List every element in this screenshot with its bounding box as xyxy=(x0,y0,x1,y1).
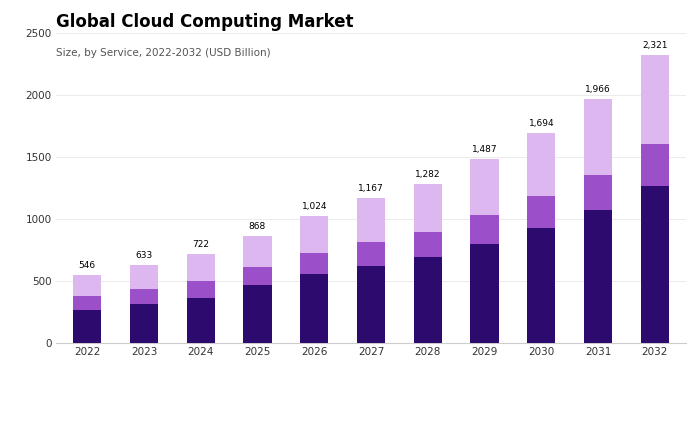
Bar xyxy=(186,281,215,298)
Text: $2321B: $2321B xyxy=(374,370,492,398)
Bar xyxy=(527,196,556,228)
Bar xyxy=(244,285,272,343)
Text: 2,321: 2,321 xyxy=(642,41,668,51)
Bar xyxy=(414,257,442,343)
Bar xyxy=(186,298,215,343)
Bar xyxy=(527,228,556,343)
Bar xyxy=(640,144,669,187)
Text: 1,487: 1,487 xyxy=(472,145,497,154)
Text: Global Cloud Computing Market: Global Cloud Computing Market xyxy=(56,13,354,31)
Text: Size, by Service, 2022-2032 (USD Billion): Size, by Service, 2022-2032 (USD Billion… xyxy=(56,48,271,59)
Bar xyxy=(357,266,385,343)
Bar xyxy=(300,274,328,343)
Bar xyxy=(470,159,498,215)
Bar xyxy=(130,289,158,304)
Text: The Market will Grow
At the CAGR of:: The Market will Grow At the CAGR of: xyxy=(10,372,136,396)
Text: ∿: ∿ xyxy=(536,374,554,394)
Text: ONE STOP SHOP FOR THE REPORTS: ONE STOP SHOP FOR THE REPORTS xyxy=(556,398,643,403)
Bar xyxy=(527,133,556,196)
Text: 1,167: 1,167 xyxy=(358,184,384,194)
Text: 16%: 16% xyxy=(122,370,189,398)
Bar xyxy=(73,310,102,343)
Text: market.us: market.us xyxy=(556,368,620,378)
Bar xyxy=(73,296,102,310)
Bar xyxy=(300,216,328,253)
Text: 1,024: 1,024 xyxy=(302,202,327,211)
Bar xyxy=(584,175,612,210)
Bar xyxy=(130,304,158,343)
Bar xyxy=(470,215,498,244)
Bar xyxy=(584,99,612,175)
Bar xyxy=(640,56,669,144)
Bar xyxy=(186,253,215,281)
Bar xyxy=(357,198,385,242)
Text: 1,282: 1,282 xyxy=(415,170,440,179)
Text: 546: 546 xyxy=(78,261,96,270)
Bar xyxy=(414,184,442,232)
Bar xyxy=(640,187,669,343)
Text: 1,694: 1,694 xyxy=(528,119,554,128)
Bar xyxy=(73,275,102,296)
Bar xyxy=(244,235,272,267)
Text: 1,966: 1,966 xyxy=(585,85,611,94)
Bar xyxy=(244,267,272,285)
Text: 868: 868 xyxy=(249,221,266,231)
Bar xyxy=(414,232,442,257)
Text: The forecasted market
size for 2032 in USD:: The forecasted market size for 2032 in U… xyxy=(199,372,334,396)
Bar xyxy=(300,253,328,274)
Text: 722: 722 xyxy=(193,240,209,249)
Text: 633: 633 xyxy=(135,250,153,260)
Bar xyxy=(470,244,498,343)
Bar xyxy=(584,210,612,343)
Bar xyxy=(130,265,158,289)
Bar xyxy=(357,242,385,266)
